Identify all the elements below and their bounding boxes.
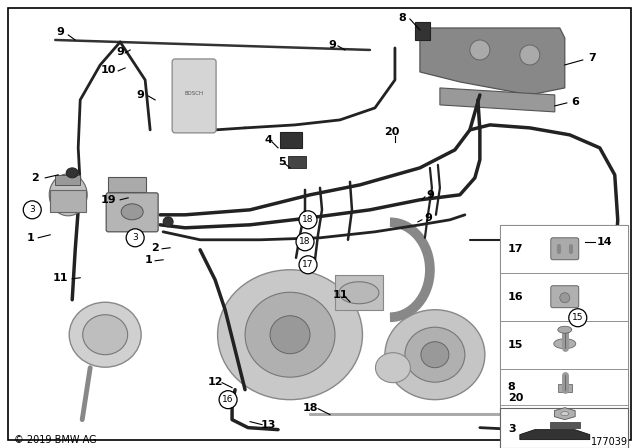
Ellipse shape bbox=[339, 282, 379, 304]
Text: 15: 15 bbox=[508, 340, 524, 350]
Circle shape bbox=[296, 233, 314, 251]
Bar bbox=[500, 321, 628, 369]
Text: 1: 1 bbox=[144, 255, 152, 265]
Circle shape bbox=[299, 256, 317, 274]
Text: 2: 2 bbox=[31, 173, 39, 183]
FancyBboxPatch shape bbox=[106, 193, 158, 232]
Bar bbox=[500, 408, 628, 448]
Circle shape bbox=[23, 201, 41, 219]
Text: 9: 9 bbox=[426, 190, 434, 200]
Text: 9: 9 bbox=[424, 213, 432, 223]
Text: 177039: 177039 bbox=[591, 437, 628, 447]
Text: 11: 11 bbox=[332, 290, 348, 300]
Ellipse shape bbox=[49, 174, 87, 216]
Text: 17: 17 bbox=[508, 244, 524, 254]
Bar bbox=[288, 156, 306, 168]
Bar bbox=[500, 273, 628, 321]
Polygon shape bbox=[440, 88, 555, 112]
Bar bbox=[500, 369, 628, 417]
Text: 8: 8 bbox=[398, 13, 406, 23]
Ellipse shape bbox=[163, 217, 173, 227]
Circle shape bbox=[504, 409, 512, 418]
Ellipse shape bbox=[385, 310, 485, 400]
Text: 14: 14 bbox=[597, 237, 612, 247]
Text: 3: 3 bbox=[132, 233, 138, 242]
Ellipse shape bbox=[270, 316, 310, 354]
Ellipse shape bbox=[83, 315, 127, 355]
Polygon shape bbox=[554, 408, 575, 420]
Text: 17: 17 bbox=[302, 260, 314, 269]
Text: 4: 4 bbox=[264, 135, 272, 145]
Ellipse shape bbox=[69, 302, 141, 367]
Circle shape bbox=[520, 45, 540, 65]
Bar bbox=[50, 190, 86, 212]
Text: 18: 18 bbox=[300, 237, 311, 246]
Circle shape bbox=[299, 211, 317, 229]
Bar bbox=[55, 175, 80, 185]
Bar bbox=[500, 225, 628, 273]
Text: 19: 19 bbox=[100, 195, 116, 205]
Ellipse shape bbox=[421, 342, 449, 368]
Bar bbox=[500, 225, 628, 448]
Polygon shape bbox=[550, 422, 580, 428]
Text: 18: 18 bbox=[302, 215, 314, 224]
Text: 7: 7 bbox=[588, 53, 596, 63]
FancyBboxPatch shape bbox=[551, 286, 579, 308]
Bar bbox=[415, 22, 430, 40]
Text: 12: 12 bbox=[207, 377, 223, 387]
Text: 6: 6 bbox=[571, 97, 579, 107]
Text: 2: 2 bbox=[151, 243, 159, 253]
Text: 16: 16 bbox=[222, 395, 234, 404]
Circle shape bbox=[470, 40, 490, 60]
Text: 13: 13 bbox=[260, 420, 276, 430]
Polygon shape bbox=[420, 28, 564, 95]
FancyBboxPatch shape bbox=[551, 238, 579, 260]
Circle shape bbox=[126, 229, 144, 247]
Text: 11: 11 bbox=[52, 273, 68, 283]
Text: 9: 9 bbox=[116, 47, 124, 57]
FancyBboxPatch shape bbox=[172, 59, 216, 133]
Ellipse shape bbox=[558, 326, 572, 333]
Circle shape bbox=[219, 391, 237, 409]
Text: 18: 18 bbox=[302, 403, 317, 413]
Ellipse shape bbox=[66, 168, 78, 178]
Bar bbox=[108, 177, 146, 192]
Ellipse shape bbox=[561, 412, 569, 416]
Bar bbox=[558, 383, 572, 392]
Text: 16: 16 bbox=[508, 292, 524, 302]
Bar bbox=[280, 132, 302, 148]
Ellipse shape bbox=[121, 204, 143, 220]
Text: BOSCH: BOSCH bbox=[184, 91, 204, 96]
Ellipse shape bbox=[218, 270, 362, 400]
Text: 10: 10 bbox=[100, 65, 116, 75]
Ellipse shape bbox=[245, 292, 335, 377]
Text: 9: 9 bbox=[56, 27, 64, 37]
Text: 8
20: 8 20 bbox=[508, 382, 524, 404]
Text: 15: 15 bbox=[572, 313, 584, 322]
Text: © 2019 BMW AG: © 2019 BMW AG bbox=[14, 435, 97, 444]
Ellipse shape bbox=[554, 339, 576, 349]
Circle shape bbox=[569, 309, 587, 327]
Polygon shape bbox=[520, 430, 590, 439]
Ellipse shape bbox=[376, 353, 410, 383]
Text: 3: 3 bbox=[29, 205, 35, 214]
Bar bbox=[335, 275, 383, 310]
Text: 9: 9 bbox=[136, 90, 144, 100]
Circle shape bbox=[560, 293, 570, 303]
Text: 1: 1 bbox=[26, 233, 34, 243]
Text: 20: 20 bbox=[384, 127, 399, 137]
Ellipse shape bbox=[405, 327, 465, 382]
Text: 3: 3 bbox=[508, 424, 515, 434]
Bar bbox=[500, 405, 628, 448]
Text: 9: 9 bbox=[328, 40, 336, 50]
Text: 5: 5 bbox=[278, 157, 286, 167]
